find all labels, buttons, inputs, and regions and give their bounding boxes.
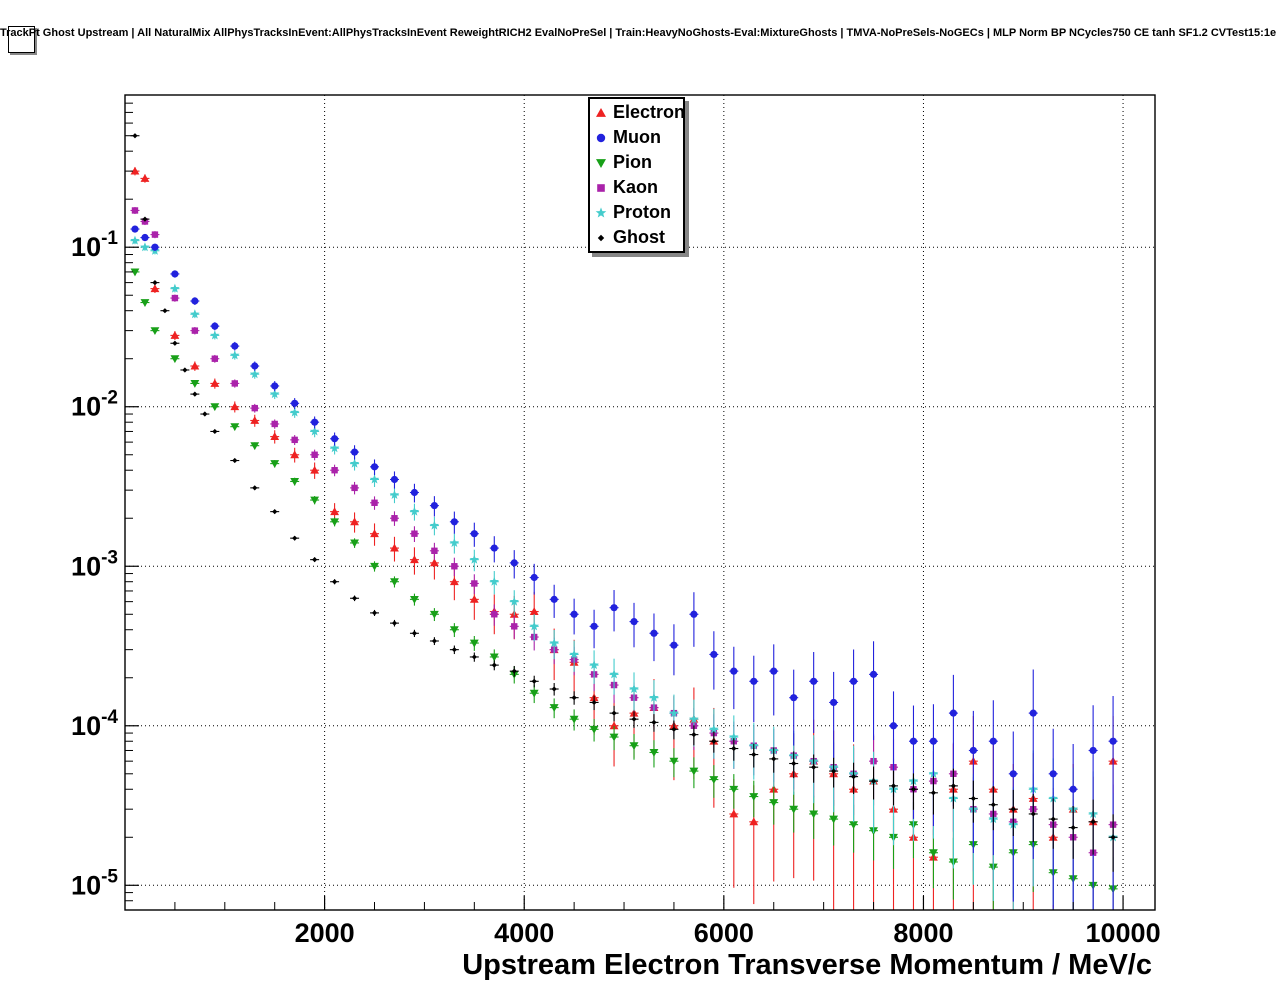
legend-label: Electron (613, 102, 686, 122)
legend-item-kaon: Kaon (592, 175, 681, 200)
star-marker-icon (595, 206, 607, 218)
circle-marker-icon (596, 133, 606, 142)
legend-label: Kaon (613, 177, 658, 197)
diamond-marker-icon (597, 234, 605, 241)
x-axis-tick-label: 10000 (1086, 918, 1161, 948)
legend-item-ghost: Ghost (592, 225, 681, 250)
legend-label: Proton (613, 202, 671, 222)
title-pad-box (8, 26, 35, 53)
series-pion (130, 268, 1118, 910)
y-axis-tick-label: 10-2 (71, 388, 118, 422)
y-axis-tick-label: 10-5 (71, 866, 118, 900)
square-marker-icon (597, 183, 605, 192)
series-muon (130, 225, 1118, 910)
legend-item-electron: Electron (592, 100, 685, 125)
triangle-down-marker-icon (596, 158, 606, 168)
x-axis-tick-label: 2000 (295, 918, 355, 948)
series-ghost (130, 133, 1118, 872)
plot-area (130, 133, 1118, 910)
triangle-up-marker-icon (596, 107, 606, 117)
legend-item-muon: Muon (592, 125, 681, 150)
legend-item-proton: Proton (592, 200, 681, 225)
x-axis-tick-label: 8000 (893, 918, 953, 948)
plot-header-title: TrackPt Ghost Upstream | All NaturalMix … (0, 27, 1276, 39)
series-kaon (130, 207, 1118, 910)
series-electron (130, 166, 1118, 910)
legend-label: Ghost (613, 227, 665, 247)
x-axis-tick-label: 6000 (694, 918, 754, 948)
legend-label: Muon (613, 127, 661, 147)
series-proton (130, 235, 1118, 910)
axis-ticks (125, 102, 1124, 910)
y-axis-tick-label: 10-4 (71, 707, 118, 741)
y-axis-tick-label: 10-3 (71, 547, 118, 581)
y-axis-tick-label: 10-1 (71, 228, 118, 262)
legend-item-pion: Pion (592, 150, 681, 175)
plot-frame (124, 94, 1156, 911)
x-axis-title: Upstream Electron Transverse Momentum / … (462, 949, 1152, 981)
legend-label: Pion (613, 152, 652, 172)
legend-box: Electron Muon Pion Kaon Proton Ghost (588, 97, 685, 253)
x-axis-tick-label: 4000 (494, 918, 554, 948)
